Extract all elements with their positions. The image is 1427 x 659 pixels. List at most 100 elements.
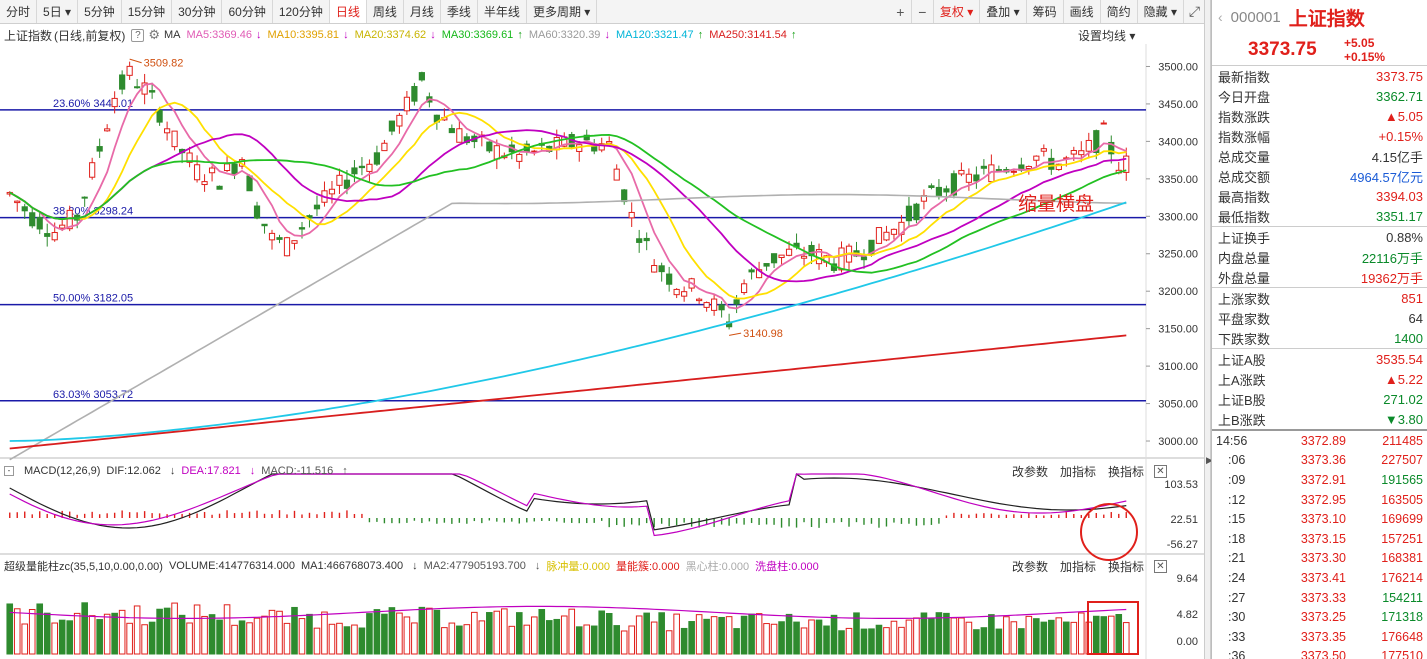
candle-body xyxy=(958,169,965,175)
volume-bar xyxy=(216,619,223,655)
period-tab-0[interactable]: 分时 xyxy=(0,0,38,23)
period-tab-1[interactable]: 5日 ▾ xyxy=(37,0,79,23)
annotation-text: 缩量横盘 xyxy=(1018,193,1094,215)
macd-switch-indicator[interactable]: 换指标 xyxy=(1107,464,1144,479)
stat-value: 4.15亿手 xyxy=(1371,149,1423,165)
period-tab-12[interactable]: 更多周期 ▾ xyxy=(527,0,598,23)
volume-bar xyxy=(96,619,103,655)
macd-add-indicator[interactable]: 加指标 xyxy=(1059,464,1096,479)
toolbar-right-2[interactable]: 筹码 xyxy=(1027,0,1064,23)
volume-bar xyxy=(898,626,905,655)
toolbar-right: + − 复权 ▾ 叠加 ▾ 筹码 画线 简约 隐藏 ▾ ⤢ xyxy=(890,0,1206,23)
volume-bar xyxy=(763,623,770,655)
volume-bar xyxy=(1048,619,1055,655)
ma-settings-button[interactable]: 设置均线 ▾ xyxy=(1078,27,1135,44)
volume-bar xyxy=(928,618,935,655)
tick-time: :27 xyxy=(1228,590,1246,605)
volume-bar xyxy=(51,622,59,655)
candle-body xyxy=(658,265,665,273)
vol-switch-indicator[interactable]: 换指标 xyxy=(1107,559,1144,574)
macd-title: MACD(12,26,9) xyxy=(24,465,101,477)
candle-body xyxy=(276,237,283,240)
fullscreen-icon[interactable]: ⤢ xyxy=(1184,0,1206,23)
chart-canvas[interactable]: 3500.00 3450.00 3400.00 3350.00 3300.00 3250.… xyxy=(0,44,1204,659)
zoom-in-icon[interactable]: + xyxy=(890,0,912,23)
volume-bar xyxy=(1025,615,1033,655)
vol-y-label: 4.82 xyxy=(1177,609,1198,621)
candle-body xyxy=(246,175,253,192)
volume-bar xyxy=(778,621,785,655)
volume-bar xyxy=(943,612,950,655)
volume-bar xyxy=(935,612,943,655)
tick-price: 3372.91 xyxy=(1300,472,1346,487)
volume-bar xyxy=(493,610,501,655)
period-tab-6[interactable]: 120分钟 xyxy=(273,0,330,23)
stat-row: 上A涨跌 ▲5.22 xyxy=(1212,369,1427,389)
period-tab-10[interactable]: 季线 xyxy=(441,0,478,23)
volume-bar xyxy=(103,613,111,655)
vol-change-params[interactable]: 改参数 xyxy=(1011,559,1048,574)
ma250-line xyxy=(9,334,1127,450)
candle-body xyxy=(134,86,141,89)
vol-tools: 改参数 加指标 换指标 ✕ xyxy=(1000,557,1167,575)
period-tab-4[interactable]: 30分钟 xyxy=(172,0,223,23)
close-icon[interactable]: ✕ xyxy=(1154,559,1167,573)
macd-change-params[interactable]: 改参数 xyxy=(1011,464,1048,479)
zoom-out-icon[interactable]: − xyxy=(912,0,934,23)
candle-body xyxy=(1093,130,1100,154)
stat-value: 851 xyxy=(1401,290,1423,306)
panel-splitter[interactable]: ▶ xyxy=(1204,0,1213,659)
vol-ma1-value: MA1:466768073.400 xyxy=(300,560,404,572)
macd-dea-value: DEA:17.821 xyxy=(181,465,241,477)
vol-add-indicator[interactable]: 加指标 xyxy=(1059,559,1096,574)
tick-list[interactable]: 14:56 3372.89 211485:06 3373.36 227507:09 337… xyxy=(1212,431,1427,659)
vol-ma1: MA1:466768073.400 ↓ xyxy=(300,560,418,572)
volume-bar xyxy=(141,624,148,655)
period-tab-11[interactable]: 半年线 xyxy=(478,0,527,23)
candle-body xyxy=(448,128,455,134)
period-tab-3[interactable]: 15分钟 xyxy=(122,0,173,23)
period-tab-2[interactable]: 5分钟 xyxy=(78,0,122,23)
y-tick-label: 3000.00 xyxy=(1158,436,1198,448)
period-tab-7[interactable]: 日线 xyxy=(329,0,367,23)
candle-body xyxy=(883,231,890,241)
period-tab-5[interactable]: 60分钟 xyxy=(222,0,273,23)
volume-bar xyxy=(231,624,238,655)
volume-bar xyxy=(1063,621,1070,655)
highlight-circle xyxy=(1080,503,1138,561)
help-icon[interactable]: ? xyxy=(131,28,145,42)
macd-toggle-icon[interactable]: - xyxy=(4,466,14,476)
toolbar-right-4[interactable]: 简约 xyxy=(1101,0,1138,23)
ma-items: MA5:3369.46 ↓ MA10:3395.81 ↓ MA20:3374.62 … xyxy=(181,29,797,41)
candle-body xyxy=(711,298,718,311)
volume-bar xyxy=(950,617,958,655)
candle-body xyxy=(928,185,935,188)
candle-body xyxy=(740,283,748,294)
toolbar-right-0[interactable]: 复权 ▾ xyxy=(934,0,981,23)
tick-volume: 169699 xyxy=(1381,512,1423,527)
tick-row: 14:56 3372.89 211485 xyxy=(1212,431,1427,451)
ma-item-1: MA10:3395.81 xyxy=(267,29,340,41)
chevron-left-icon[interactable]: ‹ xyxy=(1218,9,1223,25)
candle-body xyxy=(943,188,950,193)
candle-body xyxy=(193,164,201,181)
toolbar-right-1[interactable]: 叠加 ▾ xyxy=(980,0,1027,23)
candle-body xyxy=(1025,165,1032,170)
close-icon[interactable]: ✕ xyxy=(1154,464,1167,478)
stat-value: 3535.54 xyxy=(1376,351,1423,367)
period-tab-9[interactable]: 月线 xyxy=(404,0,441,23)
candle-body xyxy=(156,109,163,123)
y-tick-label: 3350.00 xyxy=(1158,174,1198,186)
candle-body xyxy=(666,273,673,285)
volume-bar xyxy=(560,615,568,655)
candle-body xyxy=(800,255,808,259)
toolbar-right-5[interactable]: 隐藏 ▾ xyxy=(1138,0,1184,23)
vol-title: 超级量能柱zc(35,5,10,0.00,0.00) xyxy=(4,561,163,573)
gear-icon[interactable]: ⚙ xyxy=(148,27,160,42)
high-pointer xyxy=(129,58,142,64)
toolbar-right-3[interactable]: 画线 xyxy=(1064,0,1101,23)
volume-bar xyxy=(448,622,456,655)
candle-body xyxy=(950,173,958,196)
candle-body xyxy=(328,188,336,195)
period-tab-8[interactable]: 周线 xyxy=(367,0,404,23)
